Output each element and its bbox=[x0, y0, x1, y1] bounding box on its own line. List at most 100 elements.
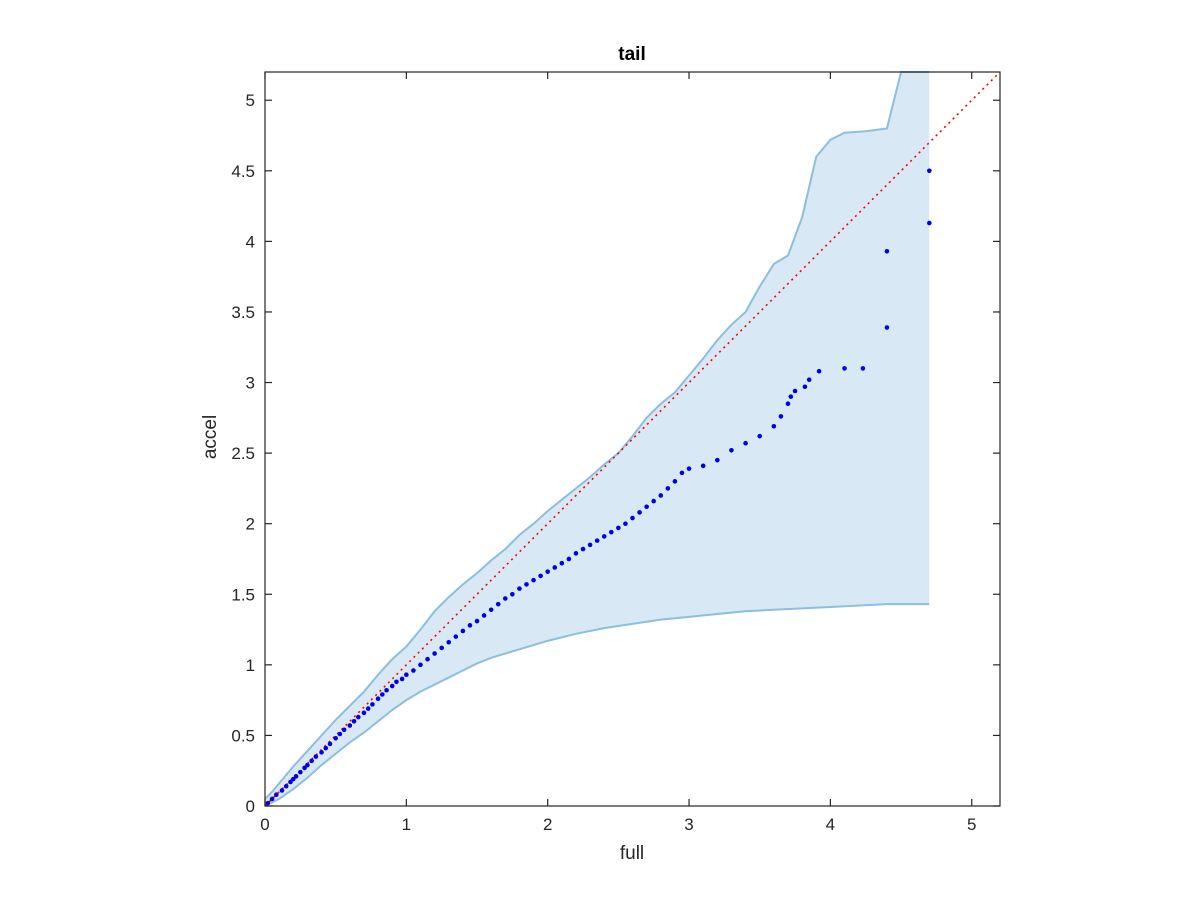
data-point bbox=[573, 551, 579, 556]
data-point bbox=[502, 596, 508, 601]
data-points-layer bbox=[265, 168, 932, 806]
data-point bbox=[884, 325, 890, 330]
data-point bbox=[274, 792, 279, 798]
data-point bbox=[365, 706, 371, 711]
y-tick-label: 2.5 bbox=[231, 444, 255, 463]
data-point bbox=[785, 401, 791, 407]
data-point bbox=[341, 727, 347, 733]
data-point bbox=[394, 679, 399, 685]
data-point bbox=[384, 687, 389, 693]
x-tick-label: 1 bbox=[402, 815, 411, 834]
data-point bbox=[700, 463, 706, 469]
data-point bbox=[323, 745, 329, 751]
x-tick-label: 0 bbox=[260, 815, 269, 834]
data-point bbox=[771, 423, 777, 429]
data-point bbox=[298, 769, 303, 775]
x-axis-label: full bbox=[620, 843, 644, 864]
data-point bbox=[313, 754, 319, 759]
data-point bbox=[630, 515, 635, 521]
data-point bbox=[601, 534, 607, 539]
data-point bbox=[616, 525, 621, 531]
data-point bbox=[293, 774, 299, 779]
data-point bbox=[389, 683, 395, 689]
data-point bbox=[884, 248, 890, 254]
data-point bbox=[672, 479, 678, 484]
y-tick-label: 5 bbox=[246, 91, 255, 110]
data-point bbox=[608, 529, 614, 535]
data-point bbox=[665, 486, 671, 491]
axes-layer: 0 1 2 3 4 5 0 0.5 1 1.5 2 2.5 3 3.5 4 4.5 5 bbox=[231, 71, 1001, 834]
data-point bbox=[404, 672, 409, 678]
y-tick-label: 1.5 bbox=[231, 585, 255, 604]
data-point bbox=[453, 634, 459, 639]
data-point bbox=[347, 723, 353, 728]
data-point bbox=[361, 710, 367, 716]
y-tick-label: 1 bbox=[246, 656, 255, 675]
confidence-band-lower bbox=[264, 603, 930, 807]
data-point bbox=[432, 651, 437, 656]
data-point bbox=[658, 493, 664, 498]
data-point bbox=[524, 582, 529, 587]
data-point bbox=[309, 758, 314, 764]
data-point bbox=[679, 470, 685, 476]
confidence-band-layer bbox=[264, 71, 930, 807]
x-tick-label: 3 bbox=[684, 815, 693, 834]
data-point bbox=[802, 384, 808, 390]
data-point bbox=[290, 776, 296, 782]
data-point bbox=[327, 741, 333, 747]
y-tick-label: 0.5 bbox=[231, 726, 255, 745]
y-tick-label: 2 bbox=[246, 515, 255, 534]
data-point bbox=[439, 645, 444, 651]
reference-line-layer bbox=[264, 71, 1001, 807]
data-point bbox=[411, 668, 416, 673]
data-point bbox=[842, 366, 847, 371]
data-point bbox=[538, 573, 543, 579]
y-tick-label: 3 bbox=[246, 374, 255, 393]
data-point bbox=[757, 433, 763, 439]
data-point bbox=[288, 779, 293, 785]
x-tick-label: 2 bbox=[543, 815, 552, 834]
data-point bbox=[552, 565, 558, 570]
data-point bbox=[302, 765, 307, 771]
data-point bbox=[637, 510, 642, 515]
data-point bbox=[623, 521, 628, 526]
data-point bbox=[305, 762, 310, 768]
data-point bbox=[380, 692, 385, 697]
data-point bbox=[651, 498, 657, 504]
data-point bbox=[351, 719, 357, 724]
data-point bbox=[816, 368, 822, 374]
data-point bbox=[333, 735, 338, 741]
data-point bbox=[686, 466, 692, 471]
data-point bbox=[729, 447, 734, 453]
reference-line bbox=[264, 71, 1001, 807]
data-point bbox=[370, 702, 375, 707]
x-tick-label: 5 bbox=[967, 815, 976, 834]
data-point bbox=[517, 586, 522, 591]
data-point bbox=[594, 538, 600, 543]
plot-frame bbox=[264, 71, 1001, 807]
data-point bbox=[580, 546, 586, 552]
data-point bbox=[355, 714, 361, 720]
data-point bbox=[337, 731, 343, 737]
y-tick-label: 4 bbox=[246, 232, 255, 251]
data-point bbox=[860, 366, 866, 371]
data-point bbox=[715, 457, 720, 463]
y-axis-label: accel bbox=[200, 415, 221, 459]
data-point bbox=[927, 220, 932, 226]
data-point bbox=[531, 577, 536, 583]
data-point bbox=[481, 613, 487, 618]
x-tick-label: 4 bbox=[826, 815, 835, 834]
data-point bbox=[743, 440, 748, 446]
data-point bbox=[788, 394, 794, 399]
y-tick-label: 3.5 bbox=[231, 303, 255, 322]
y-tick-label: 4.5 bbox=[231, 162, 255, 181]
data-point bbox=[488, 607, 494, 613]
data-point bbox=[495, 601, 501, 607]
data-point bbox=[265, 800, 271, 806]
data-point bbox=[587, 542, 593, 548]
data-point bbox=[510, 591, 515, 597]
data-point bbox=[375, 696, 381, 702]
data-point bbox=[778, 414, 784, 419]
data-point bbox=[792, 388, 798, 394]
